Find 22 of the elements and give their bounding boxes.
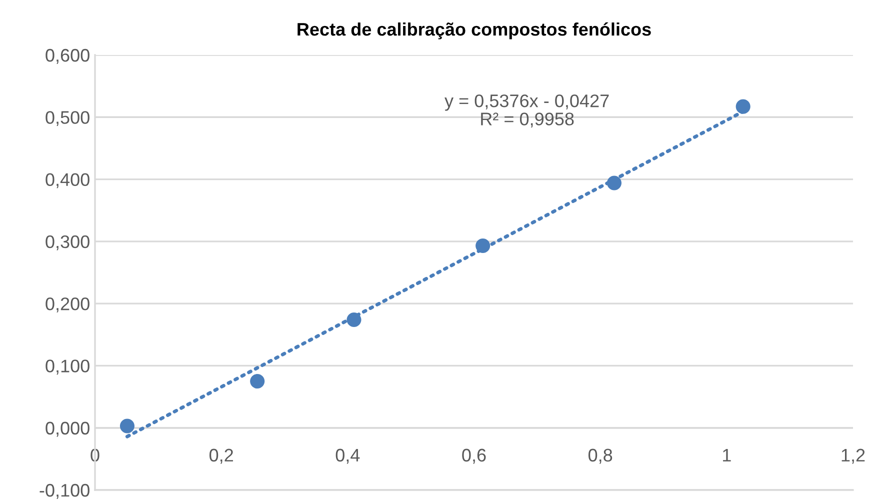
annotation: y = 0,5376x - 0,0427 R² = 0,9958 — [444, 94, 609, 128]
x-tick-label: 0,6 — [462, 448, 486, 464]
point — [476, 238, 490, 254]
y-tick-label: 0,300 — [46, 235, 90, 250]
x-tick-label: 0,4 — [336, 448, 360, 464]
y-tick-label: 0,200 — [46, 298, 90, 312]
y-tick-label: 0,600 — [46, 48, 90, 64]
point — [736, 99, 750, 114]
y-tick-label: 0,400 — [46, 173, 90, 188]
y-tick-label: 0,100 — [46, 360, 90, 375]
point — [606, 176, 622, 190]
point — [346, 312, 362, 328]
x-tick-label: 0,8 — [588, 448, 612, 464]
x-tick-label: 1 — [723, 448, 731, 462]
x-tick-label: 0,2 — [209, 448, 233, 464]
chart-title: Recta de calibração compostos fenólicos — [298, 22, 651, 40]
x-tick-label: 1,2 — [842, 448, 865, 464]
point — [120, 418, 134, 434]
y-tick-label: 0,000 — [46, 422, 90, 437]
y-tick-label: 0,500 — [46, 111, 90, 126]
y-tick-label: -0,100 — [40, 484, 90, 499]
point — [250, 374, 265, 389]
